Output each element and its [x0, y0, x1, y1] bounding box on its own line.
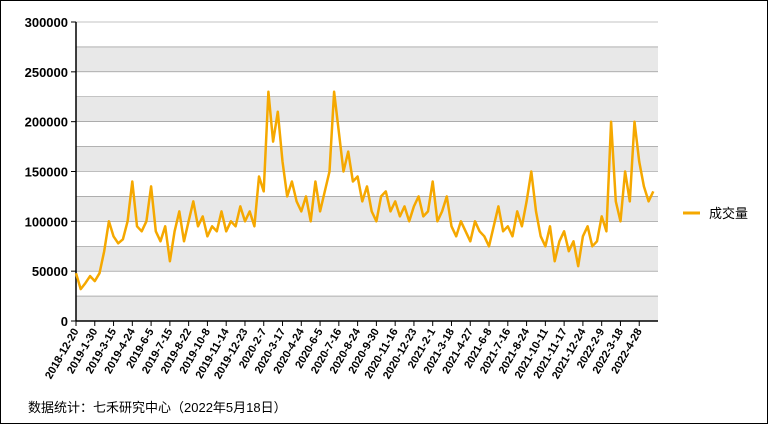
series-line	[74, 90, 655, 291]
y-tick-label: 100000	[25, 214, 68, 229]
y-tick-label: 50000	[32, 264, 68, 279]
grid-band	[76, 296, 658, 321]
grid-band	[76, 246, 658, 272]
y-tick-label: 250000	[25, 65, 68, 80]
y-tick-label: 0	[61, 314, 68, 329]
source-note: 数据统计：七禾研究中心（2022年5月18日）	[28, 400, 287, 415]
grid-band	[76, 96, 658, 122]
y-tick-label: 150000	[25, 165, 68, 180]
grid-band	[76, 196, 658, 222]
legend-label: 成交量	[709, 206, 748, 221]
y-tick-label: 200000	[25, 115, 68, 130]
grid-band	[76, 46, 658, 72]
y-tick-label: 300000	[25, 15, 68, 30]
grid-band	[76, 146, 658, 172]
